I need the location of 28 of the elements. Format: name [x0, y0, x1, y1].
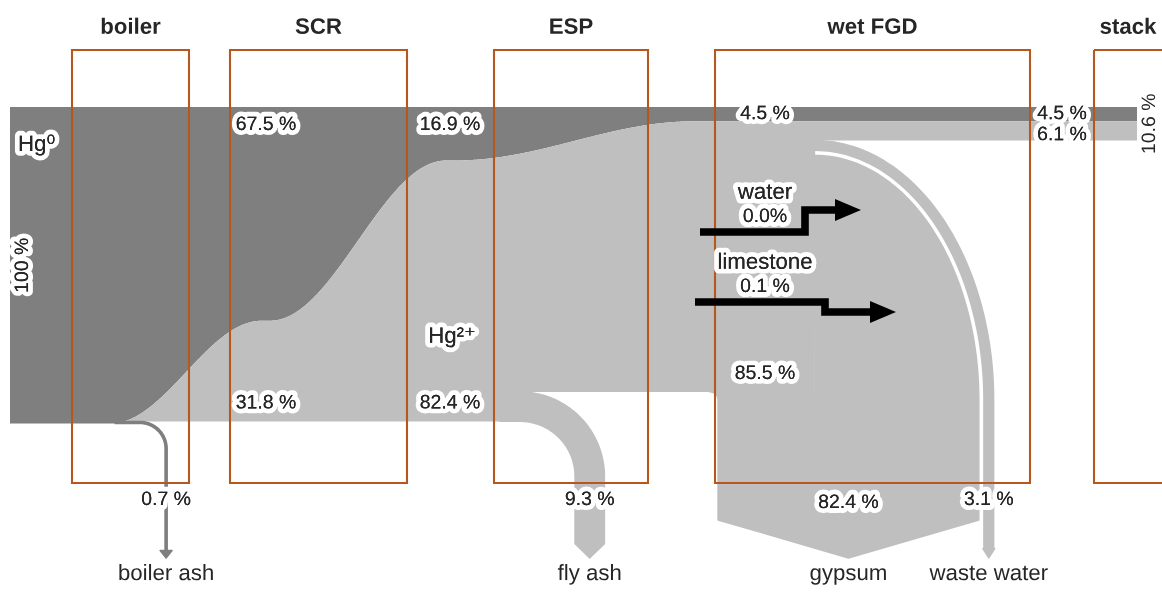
- series-label: waste water: [929, 565, 1048, 581]
- data-label: 82.4 %: [819, 494, 879, 509]
- text: 10.6 %: [1141, 94, 1156, 153]
- data-label: 31.8 %: [236, 394, 296, 409]
- series-label: Hg²⁺: [430, 327, 475, 348]
- legend-label: water: [737, 184, 792, 199]
- data-label: 3.1 %: [964, 491, 1013, 506]
- data-label: 0.1 %: [740, 278, 790, 293]
- data-label: 6.1 %: [1038, 126, 1087, 141]
- series-label: fly ash: [557, 564, 621, 585]
- data-label: 100 %: [14, 238, 29, 292]
- series-label: boiler ash: [119, 564, 213, 581]
- series-label: gypsum: [810, 568, 886, 585]
- category-label: ESP: [550, 18, 593, 34]
- data-label: 4.5 %: [1037, 105, 1087, 120]
- series-label: Hg⁰: [19, 134, 55, 156]
- category-label: boiler: [101, 17, 161, 34]
- category-label: SCR: [295, 18, 342, 34]
- category-label: wet FGD: [827, 18, 917, 34]
- data-label: 82.4 %: [420, 394, 480, 409]
- legend-label: limestone: [718, 252, 812, 269]
- data-label: 9.3 %: [565, 491, 614, 506]
- data-label: 16.9 %: [421, 116, 480, 131]
- data-label: 0.0%: [743, 208, 787, 223]
- data-label: 85.5 %: [735, 365, 795, 380]
- data-label: 4.5 %: [740, 105, 790, 120]
- data-label: 67.5 %: [236, 116, 296, 131]
- category-label: stack: [1100, 17, 1157, 34]
